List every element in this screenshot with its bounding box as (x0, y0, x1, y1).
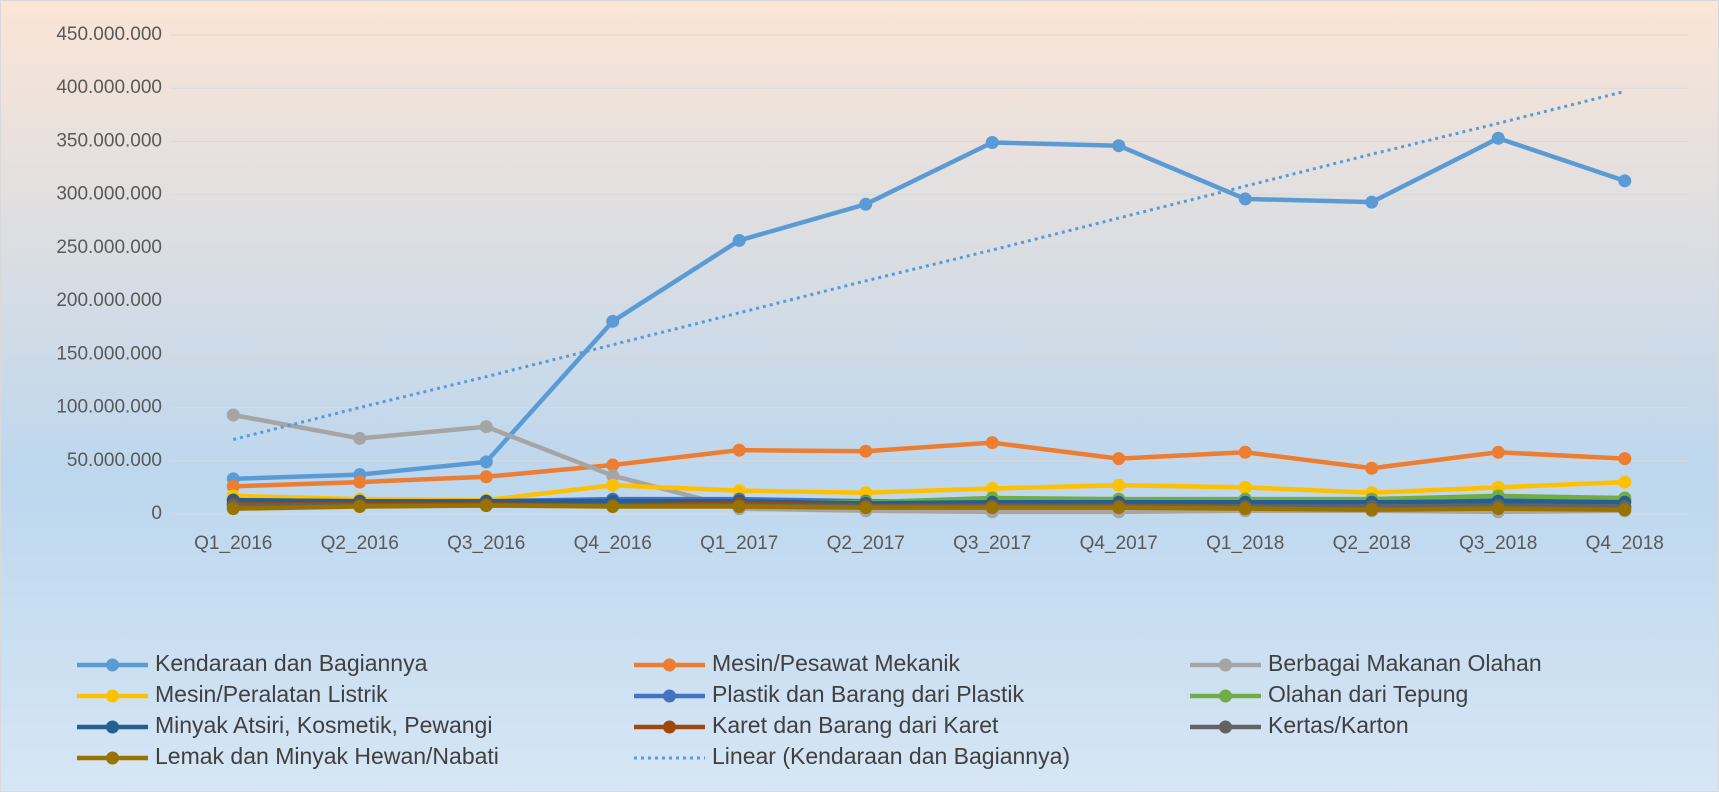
y-tick-label: 450.000.000 (56, 24, 162, 45)
series-marker (226, 502, 240, 516)
x-tick-label: Q3_2018 (1459, 533, 1537, 554)
series-marker (1238, 445, 1252, 459)
series-marker (985, 436, 999, 450)
series-marker (1238, 480, 1252, 494)
y-tick-label: 150.000.000 (56, 343, 162, 364)
x-tick-label: Q1_2016 (194, 533, 272, 554)
y-tick-label: 200.000.000 (56, 290, 162, 311)
legend-label: Olahan dari Tepung (1268, 681, 1468, 707)
series-marker (479, 420, 493, 434)
series-marker (1112, 478, 1126, 492)
series-marker (353, 475, 367, 489)
x-tick-label: Q1_2017 (700, 533, 778, 554)
x-tick-label: Q2_2016 (321, 533, 399, 554)
legend-label: Berbagai Makanan Olahan (1268, 650, 1542, 676)
series-marker (1491, 131, 1505, 145)
y-tick-label: 0 (151, 503, 162, 524)
series-marker (1618, 503, 1632, 517)
x-tick-label: Q4_2016 (574, 533, 652, 554)
series-marker (859, 197, 873, 211)
x-tick-label: Q2_2017 (827, 533, 905, 554)
legend-label: Kertas/Karton (1268, 712, 1409, 738)
legend-label: Plastik dan Barang dari Plastik (712, 681, 1024, 707)
x-tick-label: Q3_2017 (953, 533, 1031, 554)
series-marker (226, 408, 240, 422)
series-marker (606, 500, 620, 514)
series-marker (732, 443, 746, 457)
legend-marker (1219, 689, 1232, 703)
series-marker (1618, 475, 1632, 489)
trend-line (232, 89, 1626, 441)
y-tick-label: 250.000.000 (56, 237, 162, 258)
legend-label: Mesin/Peralatan Listrik (155, 681, 388, 707)
y-tick-label: 350.000.000 (56, 130, 162, 151)
x-tick-label: Q4_2018 (1586, 533, 1664, 554)
series-marker (226, 479, 240, 493)
legend-label: Linear (Kendaraan dan Bagiannya) (712, 743, 1070, 769)
series-marker (1365, 503, 1379, 517)
legend-label: Karet dan Barang dari Karet (712, 712, 999, 738)
series-marker (732, 233, 746, 247)
series-marker (1618, 174, 1632, 188)
x-tick-label: Q1_2018 (1206, 533, 1284, 554)
series-marker (479, 455, 493, 469)
series-marker (606, 469, 620, 483)
series-marker (606, 478, 620, 492)
series-marker (479, 470, 493, 484)
series-marker (985, 481, 999, 495)
series-marker (353, 500, 367, 514)
legend-marker (1219, 658, 1232, 672)
series-marker (1365, 461, 1379, 475)
series-marker (1112, 501, 1126, 515)
y-tick-label: 300.000.000 (56, 184, 162, 205)
legend-marker (1219, 720, 1232, 734)
series-marker (1491, 445, 1505, 459)
series-marker (1365, 195, 1379, 209)
x-tick-label: Q4_2017 (1080, 533, 1158, 554)
series-marker (732, 500, 746, 514)
series-marker (859, 501, 873, 515)
series-marker (353, 431, 367, 445)
series-line (233, 136, 1626, 482)
series-line (233, 497, 1625, 506)
series-marker (606, 458, 620, 472)
series-marker (859, 444, 873, 458)
y-tick-label: 100.000.000 (56, 397, 162, 418)
legend-marker (663, 658, 676, 672)
series-marker (1238, 192, 1252, 206)
legend-marker (663, 720, 676, 734)
series-marker (1112, 452, 1126, 466)
legend-marker (106, 689, 119, 703)
series-marker (606, 314, 620, 328)
legend-marker (663, 689, 676, 703)
legend-label: Mesin/Pesawat Mekanik (712, 650, 960, 676)
legend-marker (106, 720, 119, 734)
x-tick-label: Q3_2016 (447, 533, 525, 554)
legend-marker (106, 751, 119, 765)
x-tick-label: Q2_2018 (1333, 533, 1411, 554)
legend-marker (106, 658, 119, 672)
legend-label: Kendaraan dan Bagiannya (155, 650, 428, 676)
series-line (233, 503, 1625, 512)
series-marker (1112, 139, 1126, 153)
series-marker (985, 501, 999, 515)
series-marker (479, 498, 493, 512)
legend-label: Lemak dan Minyak Hewan/Nabati (155, 743, 499, 769)
series-marker (985, 136, 999, 150)
series-line (233, 440, 1625, 489)
y-tick-label: 50.000.000 (67, 450, 162, 471)
legend-label: Minyak Atsiri, Kosmetik, Pewangi (155, 712, 492, 738)
series-marker (1238, 502, 1252, 516)
series-marker (1618, 452, 1632, 466)
series-marker (1491, 502, 1505, 516)
y-tick-label: 400.000.000 (56, 77, 162, 98)
